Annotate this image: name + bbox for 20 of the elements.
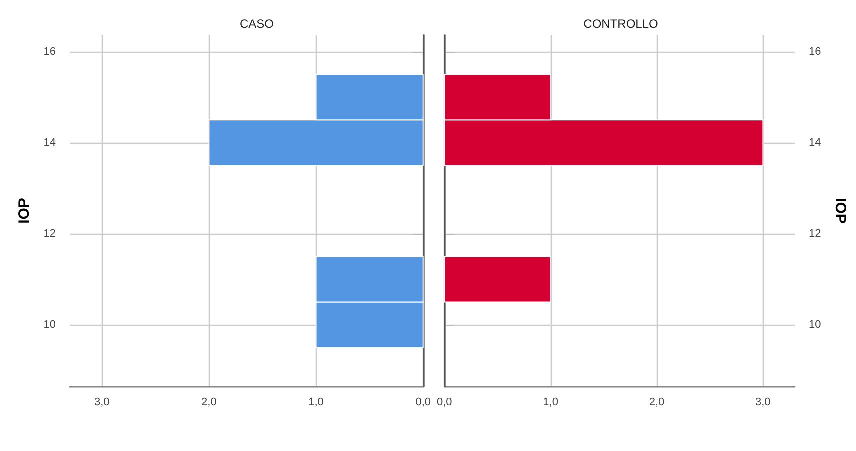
x-tick-label: 0,0 bbox=[416, 396, 432, 408]
y-tick-label: 14 bbox=[44, 136, 56, 149]
y-tick-label: 12 bbox=[809, 228, 822, 240]
x-tick-label: 3,0 bbox=[94, 396, 110, 408]
x-tick-label: 0,0 bbox=[436, 396, 452, 408]
y-tick-label: 16 bbox=[44, 46, 56, 58]
x-tick-label: 2,0 bbox=[649, 396, 665, 408]
y-tick-label: 10 bbox=[809, 319, 822, 332]
chart-title: CASO bbox=[240, 17, 274, 31]
x-tick-label: 3,0 bbox=[756, 396, 771, 408]
x-tick-label: 1,0 bbox=[308, 396, 324, 408]
x-tick-label: 2,0 bbox=[202, 396, 217, 408]
chart-title: CONTROLLO bbox=[584, 17, 658, 31]
y-tick-label: 14 bbox=[809, 136, 822, 149]
y-tick-label: 10 bbox=[44, 319, 56, 332]
y-tick-label: 12 bbox=[44, 228, 56, 240]
y-tick-label: 16 bbox=[809, 46, 822, 58]
y-axis-title: IOP bbox=[832, 198, 849, 224]
y-axis-title: IOP bbox=[16, 198, 33, 224]
x-tick-label: 1,0 bbox=[543, 396, 558, 408]
